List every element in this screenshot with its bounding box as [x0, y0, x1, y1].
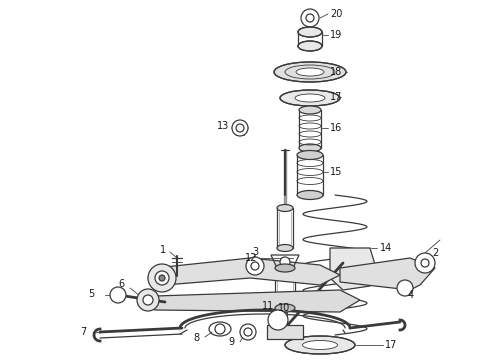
Text: 3: 3	[252, 247, 258, 257]
Text: 6: 6	[118, 279, 124, 289]
Ellipse shape	[296, 68, 324, 76]
Text: 16: 16	[330, 123, 342, 133]
Circle shape	[280, 257, 290, 267]
Circle shape	[244, 328, 252, 336]
Circle shape	[215, 324, 225, 334]
Bar	[267, 325, 303, 339]
Polygon shape	[330, 248, 376, 290]
Ellipse shape	[285, 336, 355, 354]
Circle shape	[143, 295, 153, 305]
Circle shape	[421, 259, 429, 267]
Text: 9: 9	[228, 337, 234, 347]
Ellipse shape	[299, 106, 321, 114]
Text: 11: 11	[262, 301, 274, 311]
Circle shape	[397, 280, 413, 296]
Text: 20: 20	[330, 9, 343, 19]
Ellipse shape	[302, 341, 338, 350]
Ellipse shape	[277, 204, 293, 212]
Text: 15: 15	[330, 167, 343, 177]
Text: 17: 17	[330, 92, 343, 102]
Circle shape	[159, 275, 165, 281]
Text: 8: 8	[193, 333, 199, 343]
Circle shape	[301, 9, 319, 27]
Text: 18: 18	[330, 67, 342, 77]
Text: 17: 17	[385, 340, 397, 350]
Ellipse shape	[298, 27, 322, 37]
Circle shape	[251, 262, 259, 270]
Circle shape	[306, 14, 314, 22]
Ellipse shape	[295, 94, 325, 102]
Text: 12: 12	[245, 253, 257, 263]
Circle shape	[148, 264, 176, 292]
Polygon shape	[148, 258, 340, 285]
Text: 2: 2	[432, 248, 438, 258]
Circle shape	[240, 324, 256, 340]
Text: 1: 1	[160, 245, 166, 255]
Ellipse shape	[299, 144, 321, 152]
Text: 4: 4	[408, 290, 414, 300]
Circle shape	[232, 120, 248, 136]
Ellipse shape	[275, 304, 295, 312]
Circle shape	[268, 310, 288, 330]
Ellipse shape	[275, 264, 295, 272]
Ellipse shape	[298, 41, 322, 51]
Circle shape	[236, 124, 244, 132]
Polygon shape	[140, 290, 360, 312]
Text: 5: 5	[88, 289, 94, 299]
Ellipse shape	[277, 244, 293, 252]
Ellipse shape	[280, 90, 340, 106]
Circle shape	[246, 257, 264, 275]
Text: 13: 13	[217, 121, 229, 131]
Polygon shape	[340, 258, 435, 290]
Text: 19: 19	[330, 30, 342, 40]
Ellipse shape	[297, 150, 323, 159]
Circle shape	[137, 289, 159, 311]
Text: 10: 10	[278, 303, 290, 313]
Circle shape	[110, 287, 126, 303]
Text: 14: 14	[380, 243, 392, 253]
Circle shape	[415, 253, 435, 273]
Text: 7: 7	[80, 327, 86, 337]
Ellipse shape	[274, 62, 346, 82]
Circle shape	[155, 271, 169, 285]
Ellipse shape	[297, 190, 323, 199]
